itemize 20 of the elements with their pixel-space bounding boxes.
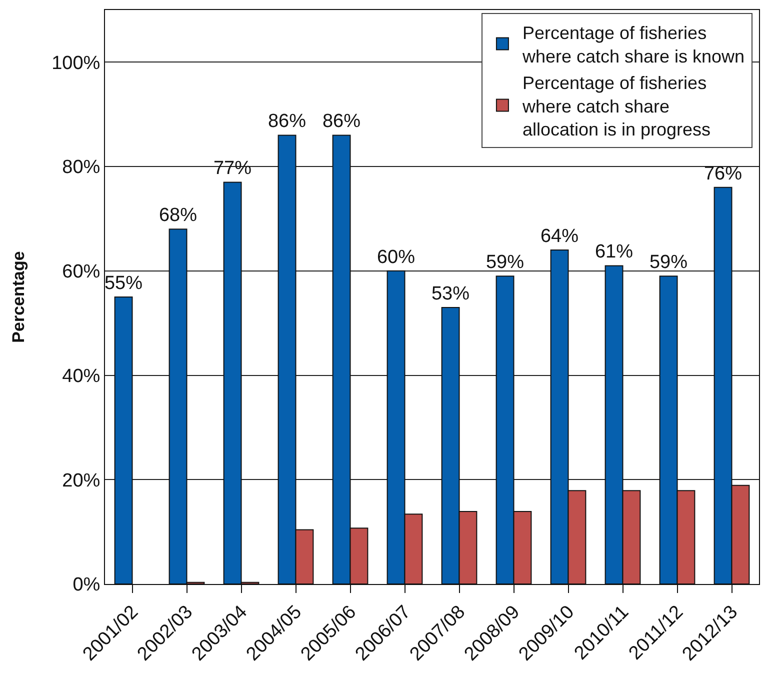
y-tick-label: 0% bbox=[72, 574, 100, 596]
data-label: 86% bbox=[322, 111, 361, 132]
data-label: 53% bbox=[431, 283, 470, 304]
data-label: 59% bbox=[649, 252, 688, 274]
y-tick-label: 80% bbox=[62, 157, 100, 178]
y-axis-title: Percentage bbox=[9, 251, 28, 343]
data-label: 64% bbox=[540, 226, 579, 248]
legend-label: Percentage of fisheries where catch share is known bbox=[521, 23, 745, 66]
data-label: 68% bbox=[158, 205, 198, 226]
y-tick-label: 40% bbox=[62, 366, 100, 387]
data-label: 61% bbox=[594, 242, 634, 263]
data-label: 55% bbox=[104, 273, 143, 294]
legend-label: Percentage of fisheries where catch share allocation is in progress bbox=[521, 72, 711, 140]
data-label: 86% bbox=[268, 111, 306, 132]
y-tick-label: 100% bbox=[52, 52, 100, 74]
data-label: 76% bbox=[704, 163, 742, 184]
y-tick-label: 60% bbox=[62, 262, 100, 283]
y-tick-label: 20% bbox=[62, 470, 100, 492]
data-label: 60% bbox=[376, 246, 416, 268]
data-label: 59% bbox=[486, 252, 524, 274]
